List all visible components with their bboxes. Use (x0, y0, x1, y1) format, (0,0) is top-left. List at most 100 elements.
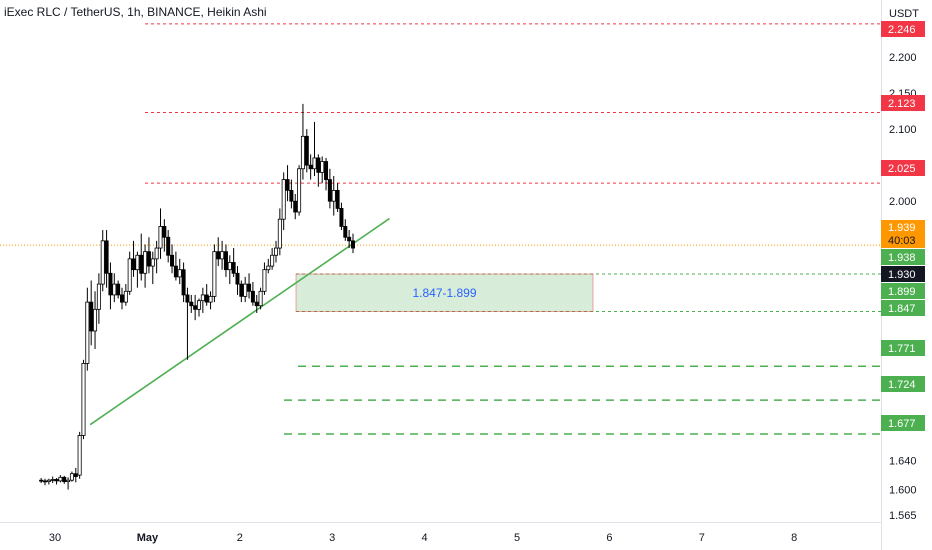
candle-body (173, 265, 178, 278)
candle-body (281, 179, 286, 220)
price-tick-label: 2.000 (889, 196, 917, 208)
time-tick-label: 2 (237, 532, 243, 544)
price-tag-value: 2.123 (888, 98, 916, 110)
candle-body (343, 226, 348, 238)
candle-body (54, 479, 59, 482)
candle-body (81, 363, 86, 436)
candle-body (146, 251, 151, 267)
candle-body (158, 226, 163, 249)
time-tick-label: 30 (49, 532, 61, 544)
candle-body (50, 479, 55, 481)
candle-body (250, 290, 255, 303)
candle-body (135, 254, 140, 271)
candle-body (266, 265, 271, 271)
time-tick-label: 3 (329, 532, 335, 544)
candle-body (46, 479, 51, 483)
candle-body (231, 262, 236, 274)
candle-body (143, 251, 148, 274)
price-tag (881, 95, 925, 111)
candle-body (335, 189, 340, 209)
candle-body (289, 189, 294, 202)
candle-body (100, 240, 105, 285)
price-tag-value: 1.771 (888, 343, 916, 355)
candle-body (93, 308, 98, 332)
price-tag (881, 376, 925, 392)
time-tick-label: 8 (791, 532, 797, 544)
candle-body (293, 200, 298, 213)
candle-body (193, 305, 198, 310)
price-tick-label: 1.640 (889, 456, 917, 468)
candle-body (162, 226, 167, 238)
candle-body (116, 283, 121, 296)
candle-body (300, 135, 305, 170)
candle-body (304, 135, 309, 166)
price-tick-label: 2.200 (889, 52, 917, 64)
chart-title: iExec RLC / TetherUS, 1h, BINANCE, Heiki… (4, 5, 267, 19)
candle-body (154, 247, 159, 260)
price-tag-value: 1.724 (888, 379, 916, 391)
candle-body (39, 479, 44, 482)
candle-body (235, 272, 240, 285)
candle-body (181, 269, 186, 296)
price-tag (881, 300, 925, 316)
currency-label: USDT (889, 8, 919, 20)
candle-body (223, 251, 228, 271)
candle-body (42, 480, 47, 483)
time-tick-label: 6 (606, 532, 612, 544)
candle-body (227, 262, 232, 271)
candle-body (204, 294, 209, 303)
candle-body (312, 157, 317, 170)
price-tag (881, 160, 925, 176)
price-tag-value: 1.847 (888, 303, 916, 315)
time-tick-label: May (137, 532, 159, 544)
candle-body (243, 283, 248, 297)
support-zone (295, 273, 594, 312)
candle-body (119, 294, 124, 303)
candle-body (170, 254, 175, 267)
candle-body (96, 283, 101, 310)
candle-body (320, 161, 325, 173)
price-tag (881, 266, 925, 282)
candle-body (339, 208, 344, 227)
candle-body (331, 189, 336, 202)
candle-body (327, 179, 332, 202)
price-tick-label: 1.600 (889, 485, 917, 497)
candle-body (123, 290, 128, 303)
candle-body (131, 258, 136, 271)
candle-body (316, 157, 321, 173)
candle-body (273, 247, 278, 256)
candle-body (127, 258, 132, 292)
price-tag-value: 1.677 (888, 418, 916, 430)
candle-body (200, 294, 205, 302)
candle-body (196, 300, 201, 310)
price-tag (881, 340, 925, 356)
candle-body (77, 435, 82, 476)
candle-body (270, 254, 275, 267)
time-tick-label: 4 (422, 532, 428, 544)
candle-body (239, 283, 244, 297)
candle-body (73, 473, 78, 477)
candle-body (208, 295, 213, 303)
price-tag-value: 2.246 (888, 24, 916, 36)
candle-body (347, 236, 352, 242)
candle-body (185, 294, 190, 303)
time-tick-label: 7 (699, 532, 705, 544)
candle-body (220, 251, 225, 260)
candle-body (350, 240, 355, 249)
candle-body (62, 476, 67, 483)
candle-body (177, 269, 182, 278)
trendline (89, 217, 390, 426)
candle-body (89, 301, 94, 332)
candle-body (297, 168, 302, 213)
candle-body (247, 283, 252, 292)
candle-body (212, 251, 217, 297)
price-tag-value: 1.939 (888, 222, 916, 234)
candle-body (166, 236, 171, 256)
candle-body (66, 479, 71, 483)
candle-body (112, 283, 117, 296)
support-zone-label: 1.847-1.899 (412, 286, 476, 300)
candle-body (108, 272, 113, 296)
candle-body (324, 161, 329, 180)
price-tag-value: 1.899 (888, 286, 916, 298)
